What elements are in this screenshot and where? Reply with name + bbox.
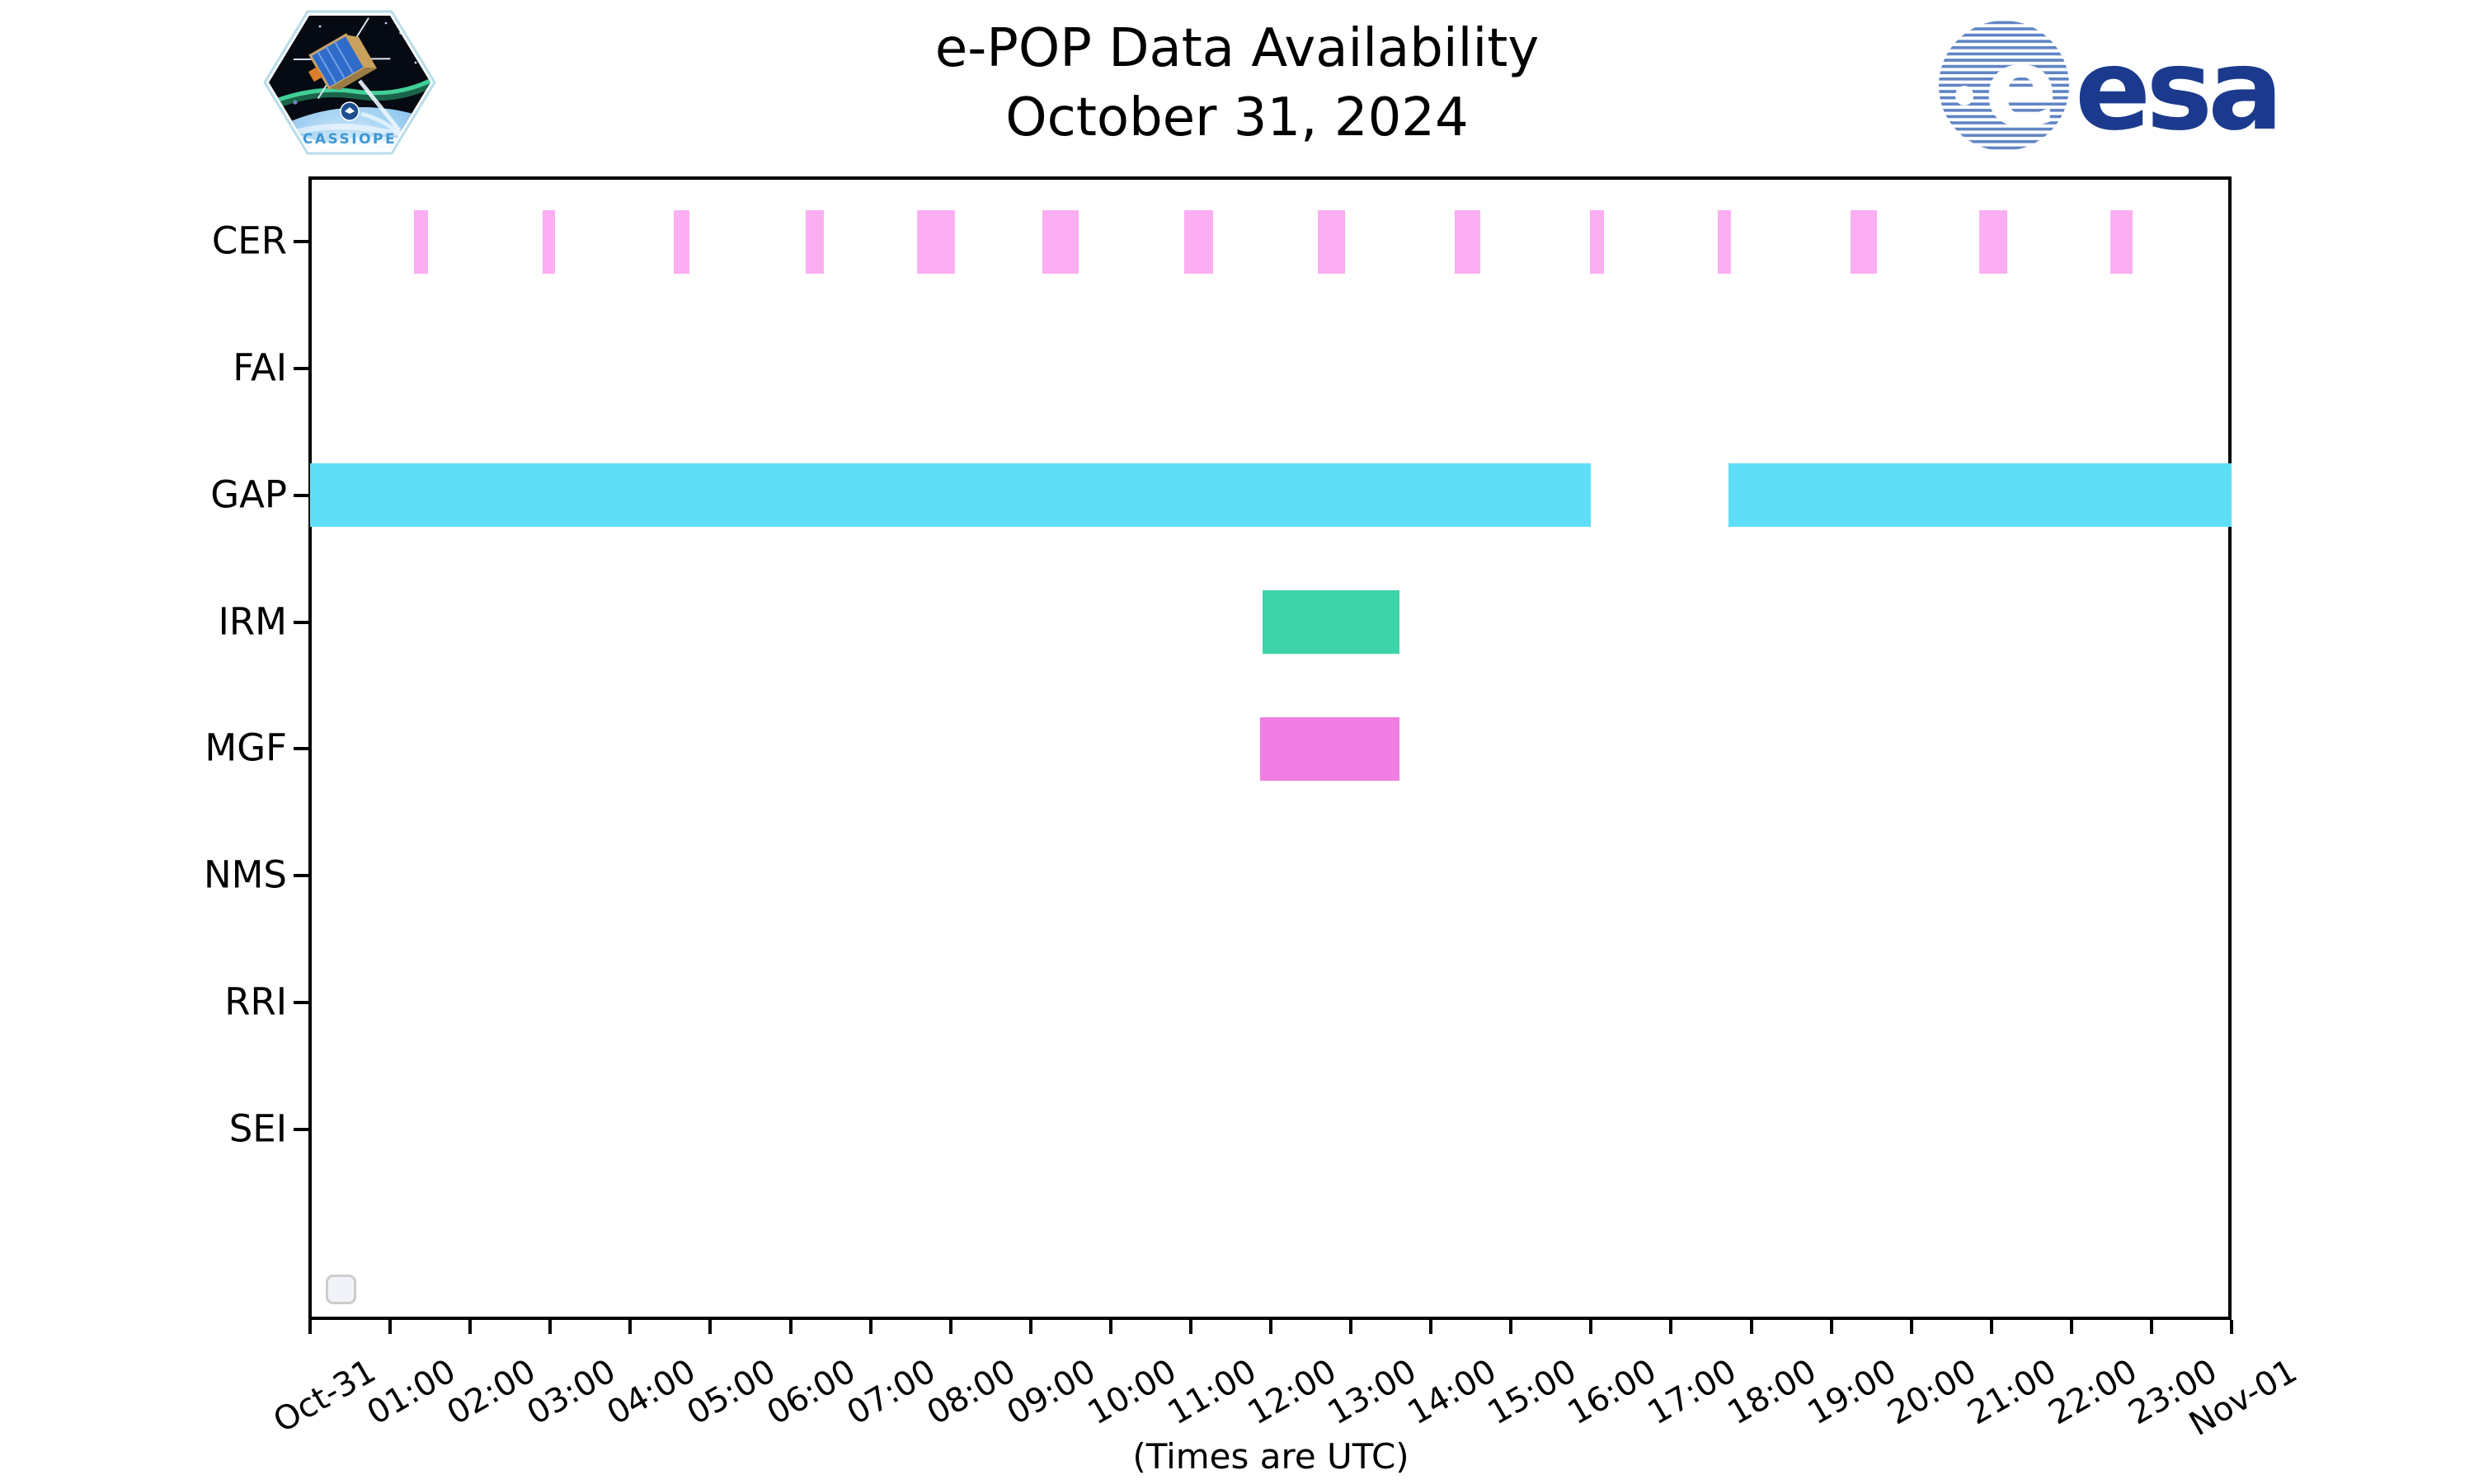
x-tick-label-1900: 19:00 bbox=[1801, 1352, 1903, 1433]
x-tick bbox=[1749, 1320, 1753, 1334]
x-tick bbox=[308, 1320, 312, 1334]
row-label-mgf: MGF bbox=[205, 726, 287, 770]
x-tick bbox=[1429, 1320, 1433, 1334]
x-tick-label-2000: 20:00 bbox=[1881, 1352, 1983, 1433]
x-tick bbox=[948, 1320, 952, 1334]
x-tick bbox=[2069, 1320, 2073, 1334]
x-tick-label-0700: 07:00 bbox=[840, 1352, 943, 1433]
x-tick-label-1200: 12:00 bbox=[1241, 1352, 1343, 1433]
y-tick-mgf bbox=[294, 747, 309, 751]
y-tick-irm bbox=[294, 620, 309, 624]
x-tick bbox=[1829, 1320, 1833, 1334]
cassiope-mission-patch: CASSIOPE bbox=[263, 10, 436, 155]
cer-availability-bar bbox=[1717, 209, 1732, 274]
row-label-nms: NMS bbox=[203, 852, 287, 897]
x-tick-label-2100: 21:00 bbox=[1961, 1352, 2063, 1433]
chart-subtitle-date: October 31, 2024 bbox=[1005, 87, 1469, 148]
cer-availability-bar bbox=[414, 209, 428, 274]
gap-availability-bar bbox=[1729, 463, 2232, 528]
x-tick-label-1100: 11:00 bbox=[1161, 1352, 1263, 1433]
x-tick bbox=[708, 1320, 713, 1334]
patch-aurora bbox=[269, 77, 430, 112]
cer-availability-bar bbox=[1979, 209, 2008, 274]
x-tick-label-1400: 14:00 bbox=[1401, 1352, 1503, 1433]
x-tick bbox=[868, 1320, 872, 1334]
x-tick-label-0900: 09:00 bbox=[1000, 1352, 1103, 1433]
x-tick-label-1800: 18:00 bbox=[1721, 1352, 1823, 1433]
row-label-sei: SEI bbox=[228, 1106, 287, 1151]
row-label-irm: IRM bbox=[218, 599, 287, 644]
cer-availability-bar bbox=[673, 209, 690, 274]
x-tick-label-0300: 03:00 bbox=[520, 1352, 623, 1433]
row-label-cer: CER bbox=[211, 218, 287, 263]
cer-availability-bar bbox=[916, 209, 955, 274]
cer-availability-bar bbox=[1850, 209, 1877, 274]
x-tick-label-1500: 15:00 bbox=[1481, 1352, 1583, 1433]
patch-cassiope-label: CASSIOPE bbox=[303, 131, 397, 148]
x-tick bbox=[1188, 1320, 1192, 1334]
x-tick bbox=[1589, 1320, 1593, 1334]
x-tick bbox=[1989, 1320, 1993, 1334]
x-tick bbox=[1909, 1320, 1913, 1334]
y-tick-nms bbox=[294, 874, 309, 878]
legend-box-empty bbox=[326, 1275, 356, 1304]
y-tick-fai bbox=[294, 366, 309, 370]
x-tick bbox=[1108, 1320, 1112, 1334]
x-tick bbox=[1509, 1320, 1513, 1334]
patch-satellite bbox=[293, 17, 391, 100]
x-tick-label-0500: 05:00 bbox=[680, 1352, 783, 1433]
x-tick bbox=[788, 1320, 793, 1334]
x-tick-label-0100: 01:00 bbox=[360, 1352, 463, 1433]
x-tick-label-0200: 02:00 bbox=[440, 1352, 543, 1433]
cer-availability-bar bbox=[542, 209, 556, 274]
x-tick bbox=[548, 1320, 553, 1334]
row-label-fai: FAI bbox=[233, 345, 287, 390]
x-tick bbox=[1269, 1320, 1272, 1334]
mgf-availability-bar bbox=[1260, 716, 1400, 781]
y-tick-sei bbox=[294, 1128, 309, 1132]
row-label-gap: GAP bbox=[210, 472, 287, 517]
esa-globe-e: e bbox=[1984, 25, 2058, 152]
x-tick bbox=[1028, 1320, 1032, 1334]
x-tick bbox=[388, 1320, 393, 1334]
cer-availability-bar bbox=[1184, 209, 1214, 274]
x-tick-label-0400: 04:00 bbox=[600, 1352, 703, 1433]
esa-wordmark: esa bbox=[2075, 26, 2279, 155]
x-axis-label: (Times are UTC) bbox=[1132, 1436, 1409, 1477]
x-tick-label-2200: 22:00 bbox=[2042, 1352, 2143, 1433]
x-tick bbox=[2149, 1320, 2153, 1334]
cer-availability-bar bbox=[805, 209, 825, 274]
x-tick-label-0600: 06:00 bbox=[760, 1352, 863, 1433]
x-tick-label-1600: 16:00 bbox=[1561, 1352, 1663, 1433]
y-tick-gap bbox=[294, 493, 309, 497]
gap-availability-bar bbox=[310, 463, 1592, 528]
chart-title: e-POP Data Availability bbox=[934, 18, 1540, 79]
y-tick-cer bbox=[294, 240, 309, 243]
row-label-rri: RRI bbox=[224, 979, 287, 1024]
esa-globe-icon bbox=[1939, 21, 2069, 151]
x-tick-label-1700: 17:00 bbox=[1641, 1352, 1743, 1433]
esa-logo: e esa bbox=[1939, 21, 2284, 155]
y-tick-rri bbox=[294, 1001, 309, 1005]
irm-availability-bar bbox=[1263, 590, 1400, 655]
cer-availability-bar bbox=[2110, 209, 2133, 274]
x-tick bbox=[2230, 1320, 2233, 1334]
x-tick bbox=[628, 1320, 633, 1334]
x-tick bbox=[468, 1320, 473, 1334]
x-tick bbox=[1349, 1320, 1353, 1334]
x-tick-label-1300: 13:00 bbox=[1321, 1352, 1423, 1433]
patch-beam bbox=[358, 79, 401, 132]
cer-availability-bar bbox=[1455, 209, 1481, 274]
cer-availability-bar bbox=[1590, 209, 1604, 274]
cer-availability-bar bbox=[1318, 209, 1346, 274]
x-tick-label-1000: 10:00 bbox=[1081, 1352, 1183, 1433]
x-tick bbox=[1669, 1320, 1673, 1334]
x-tick-label-0800: 08:00 bbox=[920, 1352, 1023, 1433]
cer-availability-bar bbox=[1042, 209, 1079, 274]
